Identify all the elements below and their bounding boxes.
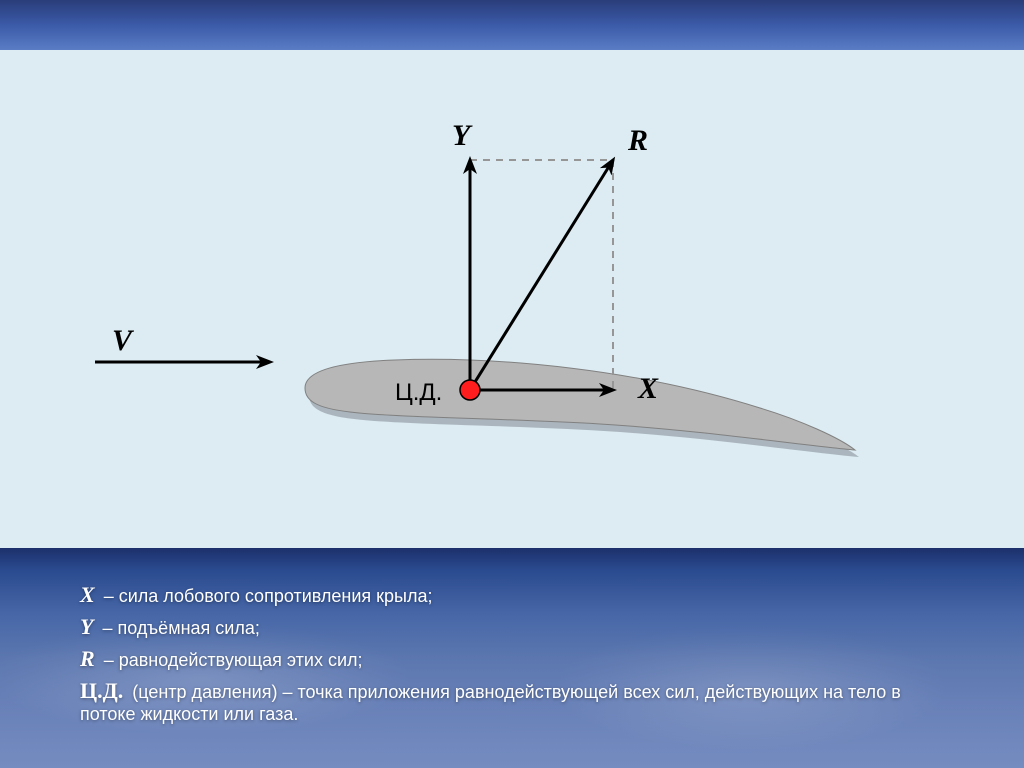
label-cp: Ц.Д. (395, 379, 442, 406)
airfoil (305, 359, 855, 450)
legend-symbol: Ц.Д. (80, 678, 127, 703)
aero-diagram: V Y R X Ц.Д. (0, 50, 1024, 548)
vector-r (470, 160, 613, 390)
legend-area: X – сила лобового сопротивления крыла; Y… (0, 548, 1024, 768)
top-bar (0, 0, 1024, 50)
legend-symbol: X (80, 582, 99, 607)
legend-line-cp: Ц.Д. (центр давления) – точка приложения… (80, 678, 944, 725)
diagram-area: V Y R X Ц.Д. (0, 50, 1024, 548)
label-r: R (627, 124, 648, 157)
legend-line-r: R – равнодействующая этих сил; (80, 646, 944, 672)
legend-text: – сила лобового сопротивления крыла; (99, 586, 433, 606)
legend-symbol: Y (80, 614, 97, 639)
legend-symbol: R (80, 646, 99, 671)
legend-text: (центр давления) – точка приложения равн… (80, 682, 901, 724)
label-v: V (112, 324, 135, 357)
legend-line-y: Y – подъёмная сила; (80, 614, 944, 640)
legend-line-x: X – сила лобового сопротивления крыла; (80, 582, 944, 608)
legend-text: – равнодействующая этих сил; (99, 650, 363, 670)
legend-text: – подъёмная сила; (97, 618, 259, 638)
label-y: Y (452, 119, 473, 152)
label-x: X (637, 372, 659, 405)
center-of-pressure-dot (460, 380, 480, 400)
